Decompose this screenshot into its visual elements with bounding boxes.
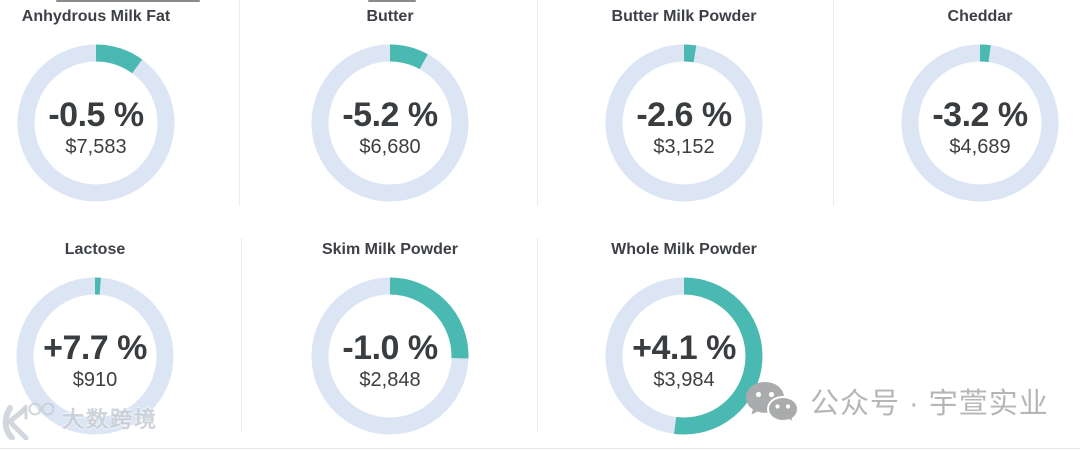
donut-svg — [311, 277, 469, 435]
donut-svg — [605, 277, 763, 435]
gauge-card-skim-milk-powder: Skim Milk Powder -1.0 % $2,848 — [280, 240, 500, 435]
donut-chart[interactable]: +7.7 % $910 — [16, 277, 174, 435]
donut-track — [311, 44, 469, 202]
column-divider — [241, 238, 242, 433]
donut-svg — [17, 44, 175, 202]
donut-track — [16, 277, 174, 435]
donut-track — [901, 44, 1059, 202]
donut-svg — [311, 44, 469, 202]
gauge-card-lactose: Lactose +7.7 % $910 — [0, 240, 205, 435]
product-title: Whole Milk Powder — [611, 241, 757, 258]
product-title: Cheddar — [947, 8, 1013, 25]
bottom-border — [0, 448, 1080, 449]
donut-svg — [16, 277, 174, 435]
donut-chart[interactable]: -3.2 % $4,689 — [901, 44, 1059, 202]
donut-track — [17, 44, 175, 202]
donut-arc — [311, 44, 469, 202]
donut-arc — [605, 44, 763, 202]
product-title: Lactose — [64, 241, 126, 258]
donut-chart[interactable]: -2.6 % $3,152 — [605, 44, 763, 202]
gauge-card-butter: Butter -5.2 % $6,680 — [280, 7, 500, 202]
gauge-card-whole-milk-powder: Whole Milk Powder +4.1 % $3,984 — [574, 240, 794, 435]
product-title: Butter — [366, 8, 414, 25]
column-divider — [239, 0, 240, 206]
product-title: Anhydrous Milk Fat — [21, 8, 171, 25]
column-divider — [537, 238, 538, 433]
donut-chart[interactable]: -5.2 % $6,680 — [311, 44, 469, 202]
gauge-card-anhydrous-milk-fat: Anhydrous Milk Fat -0.5 % $7,583 — [0, 7, 206, 202]
donut-arc — [311, 277, 469, 435]
clipped-text-fragment — [368, 0, 416, 2]
gauge-card-cheddar: Cheddar -3.2 % $4,689 — [870, 7, 1080, 202]
donut-arc — [605, 277, 763, 435]
gauge-card-butter-milk-powder: Butter Milk Powder -2.6 % $3,152 — [574, 7, 794, 202]
watermark-right-label: 公众号 · 宇萱实业 — [810, 388, 1049, 420]
column-divider — [537, 0, 538, 206]
clipped-text-fragment — [56, 0, 200, 2]
donut-chart[interactable]: +4.1 % $3,984 — [605, 277, 763, 435]
donut-chart[interactable]: -0.5 % $7,583 — [17, 44, 175, 202]
donut-track — [605, 44, 763, 202]
donut-svg — [605, 44, 763, 202]
donut-svg — [901, 44, 1059, 202]
product-title: Skim Milk Powder — [321, 241, 459, 258]
donut-arc — [901, 44, 1059, 202]
donut-arc — [16, 277, 174, 435]
donut-chart[interactable]: -1.0 % $2,848 — [311, 277, 469, 435]
column-divider — [833, 0, 834, 206]
product-title: Butter Milk Powder — [611, 8, 757, 25]
donut-arc — [17, 44, 175, 202]
